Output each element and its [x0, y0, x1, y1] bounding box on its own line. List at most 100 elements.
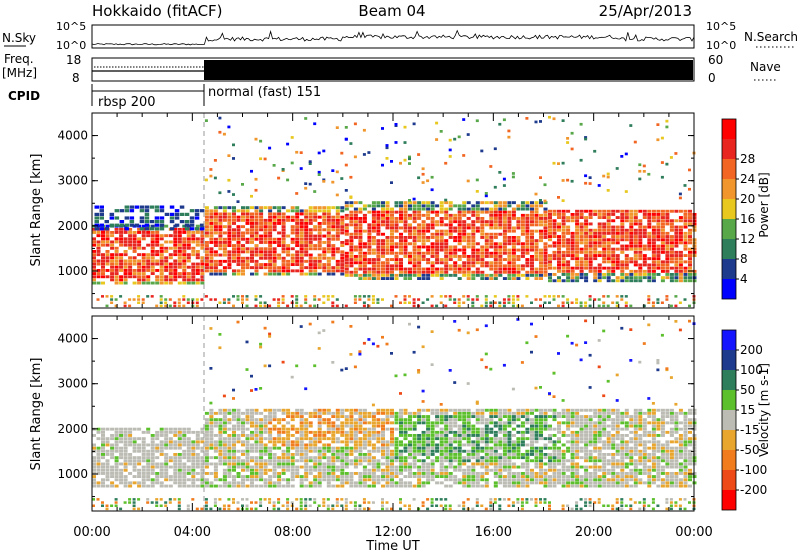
- data-cell: [462, 270, 467, 274]
- data-cell: [412, 258, 417, 261]
- data-cell: [141, 237, 146, 241]
- data-cell: [353, 440, 358, 444]
- data-cell: [493, 236, 498, 239]
- data-cell: [254, 298, 258, 301]
- data-cell: [439, 446, 444, 450]
- data-cell: [200, 275, 205, 279]
- data-cell: [525, 251, 530, 255]
- data-cell: [128, 259, 133, 263]
- data-cell: [371, 478, 376, 482]
- data-cell: [191, 453, 196, 456]
- data-cell: [381, 411, 385, 415]
- data-cell: [123, 453, 128, 456]
- data-cell: [177, 446, 182, 450]
- data-cell: [367, 430, 372, 434]
- data-cell: [543, 264, 548, 268]
- data-cell: [381, 239, 385, 243]
- data-cell: [114, 262, 119, 266]
- data-cell: [638, 276, 643, 280]
- data-cell: [204, 215, 209, 219]
- data-cell: [344, 217, 349, 220]
- data-cell: [466, 239, 471, 243]
- data-cell: [466, 232, 471, 236]
- data-cell: [421, 475, 426, 478]
- data-cell: [213, 478, 218, 482]
- data-cell: [539, 264, 543, 268]
- data-cell: [195, 465, 200, 469]
- data-cell: [177, 246, 182, 250]
- data-cell: [570, 301, 574, 304]
- data-cell: [168, 281, 173, 285]
- data-cell: [313, 225, 318, 229]
- data-cell: [340, 263, 345, 266]
- data-cell: [376, 261, 381, 265]
- data-cell: [435, 424, 440, 428]
- data-cell: [159, 427, 164, 431]
- data-cell: [462, 201, 467, 205]
- data-cell: [96, 253, 101, 257]
- data-cell: [593, 266, 598, 270]
- data-cell: [362, 468, 367, 472]
- data-cell: [480, 264, 485, 268]
- data-cell: [502, 270, 507, 274]
- data-cell: [381, 472, 385, 475]
- data-cell: [412, 298, 416, 301]
- data-cell: [128, 243, 133, 247]
- data-cell: [159, 472, 164, 475]
- data-cell: [326, 507, 330, 511]
- data-cell: [268, 418, 273, 422]
- data-cell: [611, 279, 616, 283]
- data-cell: [272, 456, 277, 460]
- data-cell: [313, 430, 318, 434]
- data-cell: [174, 212, 180, 216]
- data-cell: [299, 456, 304, 460]
- colorbar-tick-label: 16: [740, 212, 755, 226]
- nsky-trace: [91, 29, 695, 46]
- data-cell: [236, 234, 241, 238]
- data-cell: [177, 430, 182, 434]
- data-cell: [539, 258, 543, 261]
- data-cell: [376, 267, 381, 271]
- data-cell: [277, 459, 282, 463]
- data-cell: [124, 223, 130, 227]
- data-cell: [466, 270, 471, 274]
- data-cell: [575, 260, 580, 264]
- data-cell: [606, 244, 611, 248]
- data-cell: [277, 437, 282, 441]
- data-cell: [390, 449, 394, 453]
- data-cell: [584, 231, 589, 235]
- data-cell: [367, 151, 371, 154]
- data-cell: [412, 201, 417, 205]
- data-cell: [164, 456, 169, 460]
- data-cell: [209, 411, 214, 415]
- data-cell: [340, 408, 345, 412]
- data-cell: [403, 220, 408, 224]
- data-cell: [349, 475, 354, 478]
- data-cell: [421, 430, 426, 434]
- data-cell: [326, 215, 331, 219]
- data-cell: [144, 220, 150, 224]
- data-cell: [335, 126, 339, 129]
- data-cell: [358, 229, 363, 233]
- data-cell: [186, 443, 191, 447]
- data-cell: [227, 241, 232, 244]
- data-cell: [317, 259, 322, 263]
- data-cell: [674, 235, 679, 238]
- data-cell: [159, 453, 164, 456]
- data-cell: [480, 304, 484, 308]
- data-cell: [656, 138, 660, 142]
- data-cell: [430, 251, 435, 255]
- data-cell: [344, 481, 349, 485]
- data-cell: [421, 229, 426, 233]
- data-cell: [218, 212, 223, 216]
- data-cell: [353, 220, 358, 224]
- data-cell: [381, 484, 385, 488]
- data-cell: [408, 468, 412, 472]
- data-cell: [105, 478, 110, 482]
- data-cell: [606, 238, 611, 242]
- data-cell: [209, 446, 214, 450]
- data-cell: [543, 273, 548, 277]
- data-cell: [665, 298, 669, 301]
- data-cell: [308, 415, 313, 418]
- data-cell: [561, 273, 566, 276]
